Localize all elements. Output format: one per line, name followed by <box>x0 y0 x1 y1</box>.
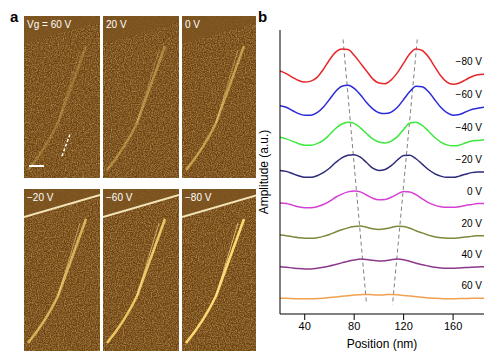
svg-text:−80 V: −80 V <box>456 56 483 67</box>
svg-text:−80 V: −80 V <box>185 192 212 203</box>
svg-text:−20 V: −20 V <box>27 192 54 203</box>
svg-text:Position (nm): Position (nm) <box>347 337 418 351</box>
svg-text:−40 V: −40 V <box>456 122 483 133</box>
svg-text:Amplitude (a.u.): Amplitude (a.u.) <box>257 130 271 215</box>
svg-text:−60 V: −60 V <box>106 192 133 203</box>
svg-text:160: 160 <box>444 320 462 332</box>
svg-text:a: a <box>10 8 19 25</box>
svg-text:Vg = 60 V: Vg = 60 V <box>27 19 72 30</box>
svg-text:−20 V: −20 V <box>456 154 483 165</box>
svg-text:20 V: 20 V <box>106 19 127 30</box>
svg-text:80: 80 <box>348 320 360 332</box>
svg-text:0 V: 0 V <box>185 19 200 30</box>
svg-text:120: 120 <box>394 320 412 332</box>
svg-text:40 V: 40 V <box>461 249 482 260</box>
svg-text:60 V: 60 V <box>461 280 482 291</box>
svg-text:−60 V: −60 V <box>456 89 483 100</box>
svg-text:0 V: 0 V <box>467 186 482 197</box>
svg-text:40: 40 <box>299 320 311 332</box>
svg-text:20 V: 20 V <box>461 218 482 229</box>
html-text:b: b <box>258 8 268 25</box>
